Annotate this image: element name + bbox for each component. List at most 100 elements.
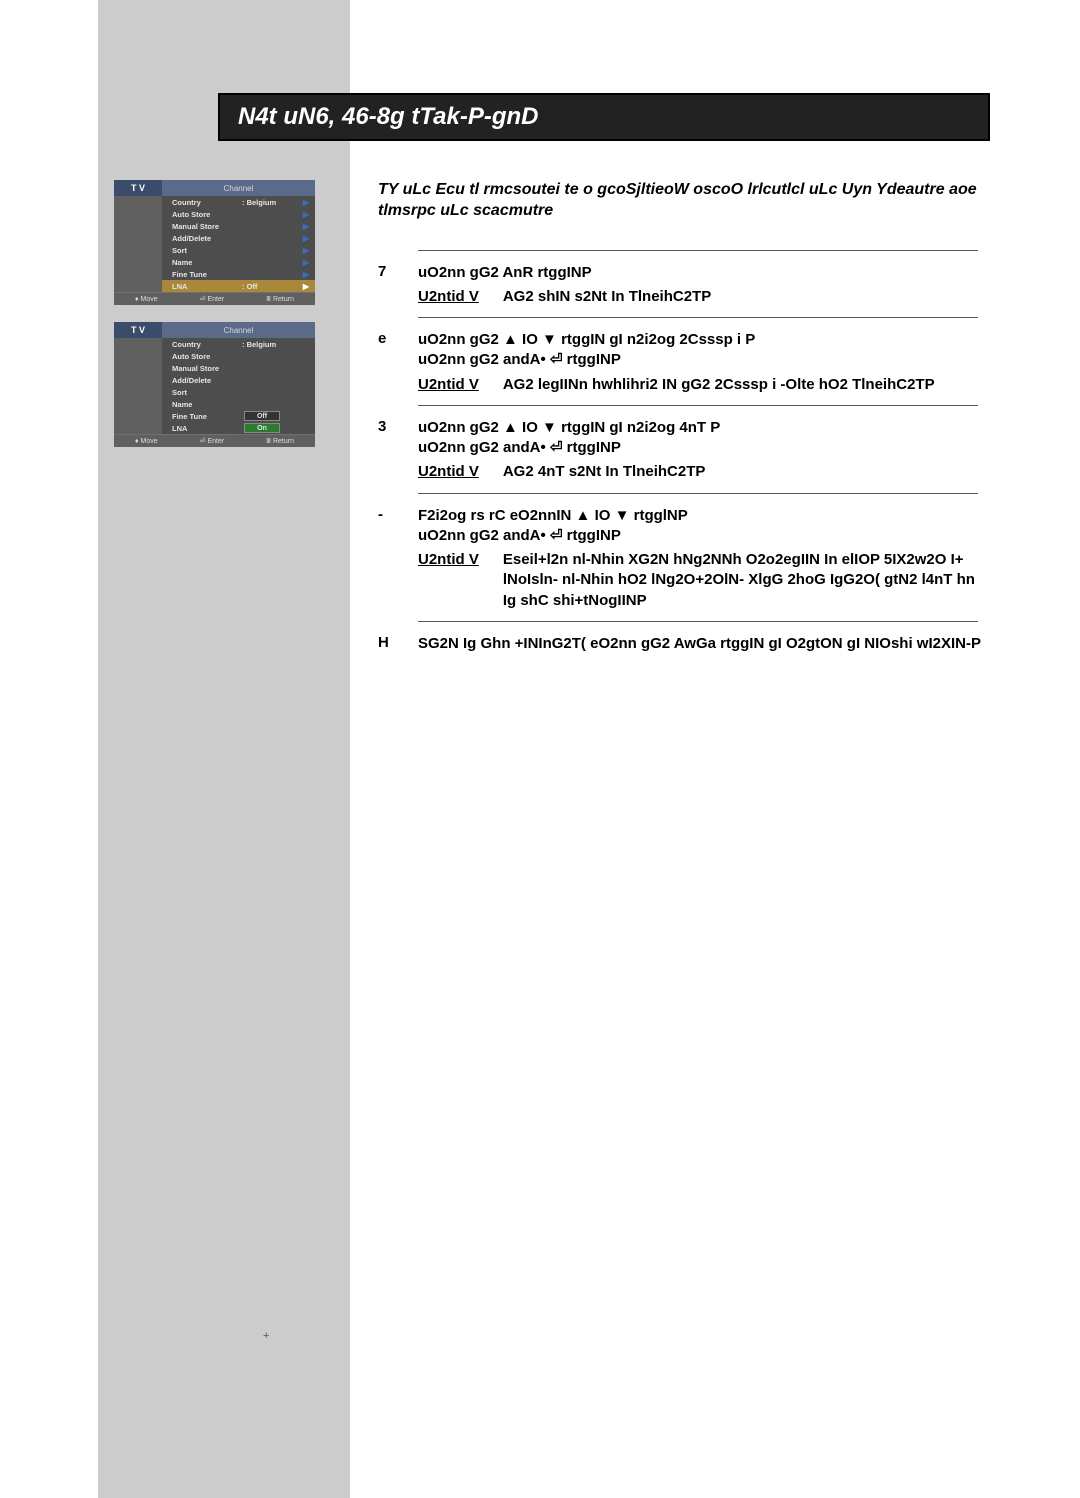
osd-tv-label: T V [114,322,162,338]
result-text: AG2 shIN s2Nt In TlneihC2TP [503,287,988,307]
step-text: uO2nn gG2 ▲ IO ▼ rtggIN gI n2i2og 4nT Pu… [418,419,720,456]
osd-row[interactable]: Auto Store [162,350,315,362]
up-icon: ▲ [503,330,518,350]
result-row: U2ntid V AG2 4nT s2Nt In TlneihC2TP [418,462,988,482]
down-icon: ▼ [542,418,557,438]
option-on[interactable]: On [244,423,280,433]
step-body: uO2nn gG2 ▲ IO ▼ rtggIN gI n2i2og 2Csssp… [418,330,988,395]
step-number: H [378,634,418,654]
enter-icon: ⏎ [200,295,206,303]
down-icon: ▼ [615,506,630,526]
osd-footer: ♦Move ⏎Enter ⅢReturn [114,292,315,305]
osd-body-right: Country: Belgium Auto Store Manual Store… [162,338,315,434]
osd-row[interactable]: Sort▶ [162,244,315,256]
result-text: AG2 legIINn hwhlihri2 IN gG2 2Csssp i -O… [503,375,988,395]
result-label: U2ntid V [418,375,479,395]
chevron-right-icon: ▶ [303,234,309,243]
enter-hint: ⏎Enter [200,295,225,303]
osd-body-left [114,338,162,434]
osd-row[interactable]: Fine TuneOff [162,410,315,422]
osd-body: Country: Belgium▶ Auto Store▶ Manual Sto… [114,196,315,292]
osd-menu-2: T V Channel Country: Belgium Auto Store … [114,322,315,447]
divider [418,405,978,406]
osd-row[interactable]: LNAOn [162,422,315,434]
result-row: U2ntid V AG2 shIN s2Nt In TlneihC2TP [418,287,988,307]
chevron-right-icon: ▶ [303,270,309,279]
chevron-right-icon: ▶ [303,246,309,255]
title-bar: N4t uN6, 46-8g tTak-P-gnD [218,93,990,141]
divider [418,250,978,251]
divider [418,493,978,494]
osd-body: Country: Belgium Auto Store Manual Store… [114,338,315,434]
chevron-right-icon: ▶ [303,258,309,267]
osd-row[interactable]: Manual Store▶ [162,220,315,232]
enter-icon: ⏎ [550,526,563,546]
result-text: Eseil+l2n nl-Nhin XG2N hNg2NNh O2o2egIIN… [503,550,988,611]
updown-icon: ♦ [135,438,139,445]
osd-row[interactable]: Manual Store [162,362,315,374]
return-hint: ⅢReturn [266,437,294,445]
return-icon: Ⅲ [266,437,271,445]
step-body: SG2N Ig Ghn +INInG2T( eO2nn gG2 AwGa rtg… [418,634,988,654]
step-number: 3 [378,418,418,483]
result-row: U2ntid V Eseil+l2n nl-Nhin XG2N hNg2NNh … [418,550,988,611]
osd-row[interactable]: Name▶ [162,256,315,268]
osd-header: T V Channel [114,180,315,196]
chevron-right-icon: ▶ [303,210,309,219]
osd-menu-1: T V Channel Country: Belgium▶ Auto Store… [114,180,315,305]
step: e uO2nn gG2 ▲ IO ▼ rtggIN gI n2i2og 2Css… [378,330,988,395]
enter-icon: ⏎ [200,437,206,445]
option-off[interactable]: Off [244,411,280,421]
return-hint: ⅢReturn [266,295,294,303]
step-number: - [378,506,418,611]
step-body: F2i2og rs rC eO2nnIN ▲ IO ▼ rtgglNPuO2nn… [418,506,988,611]
chevron-right-icon: ▶ [303,222,309,231]
osd-body-left [114,196,162,292]
result-text: AG2 4nT s2Nt In TlneihC2TP [503,462,988,482]
result-label: U2ntid V [418,550,479,611]
osd-channel-label: Channel [162,180,315,196]
osd-footer: ♦Move ⏎Enter ⅢReturn [114,434,315,447]
step: 7 uO2nn gG2 AnR rtggINP U2ntid V AG2 shI… [378,263,988,308]
page: N4t uN6, 46-8g tTak-P-gnD T V Channel Co… [0,0,1080,1498]
result-label: U2ntid V [418,462,479,482]
chevron-right-icon: ▶ [303,198,309,207]
osd-tv-label: T V [114,180,162,196]
up-icon: ▲ [576,506,591,526]
step: 3 uO2nn gG2 ▲ IO ▼ rtggIN gI n2i2og 4nT … [378,418,988,483]
osd-channel-label: Channel [162,322,315,338]
up-icon: ▲ [503,418,518,438]
osd-row[interactable]: Country: Belgium [162,338,315,350]
osd-row[interactable]: Fine Tune▶ [162,268,315,280]
osd-row[interactable]: Name [162,398,315,410]
step-body: uO2nn gG2 ▲ IO ▼ rtggIN gI n2i2og 4nT Pu… [418,418,988,483]
osd-row[interactable]: Add/Delete▶ [162,232,315,244]
divider [418,317,978,318]
chevron-right-icon: ▶ [303,282,309,291]
enter-icon: ⏎ [550,350,563,370]
step-number: 7 [378,263,418,308]
return-icon: Ⅲ [266,295,271,303]
osd-row-selected[interactable]: LNA: Off▶ [162,280,315,292]
step-text: F2i2og rs rC eO2nnIN ▲ IO ▼ rtgglNPuO2nn… [418,507,688,544]
main-content: TY uLc Ecu tl rmcsoutei te o gcoSjltieoW… [378,180,988,662]
osd-row[interactable]: Sort [162,386,315,398]
step-text: uO2nn gG2 ▲ IO ▼ rtggIN gI n2i2og 2Csssp… [418,331,755,368]
enter-hint: ⏎Enter [200,437,225,445]
move-hint: ♦Move [135,296,158,303]
result-label: U2ntid V [418,287,479,307]
enter-icon: ⏎ [550,438,563,458]
osd-header: T V Channel [114,322,315,338]
page-corner: + [263,1330,269,1342]
step: H SG2N Ig Ghn +INInG2T( eO2nn gG2 AwGa r… [378,634,988,654]
osd-row[interactable]: Country: Belgium▶ [162,196,315,208]
result-row: U2ntid V AG2 legIINn hwhlihri2 IN gG2 2C… [418,375,988,395]
move-hint: ♦Move [135,438,158,445]
osd-row[interactable]: Add/Delete [162,374,315,386]
step-number: e [378,330,418,395]
osd-row[interactable]: Auto Store▶ [162,208,315,220]
osd-body-right: Country: Belgium▶ Auto Store▶ Manual Sto… [162,196,315,292]
step: - F2i2og rs rC eO2nnIN ▲ IO ▼ rtgglNPuO2… [378,506,988,611]
divider [418,621,978,622]
page-title: N4t uN6, 46-8g tTak-P-gnD [238,103,538,131]
